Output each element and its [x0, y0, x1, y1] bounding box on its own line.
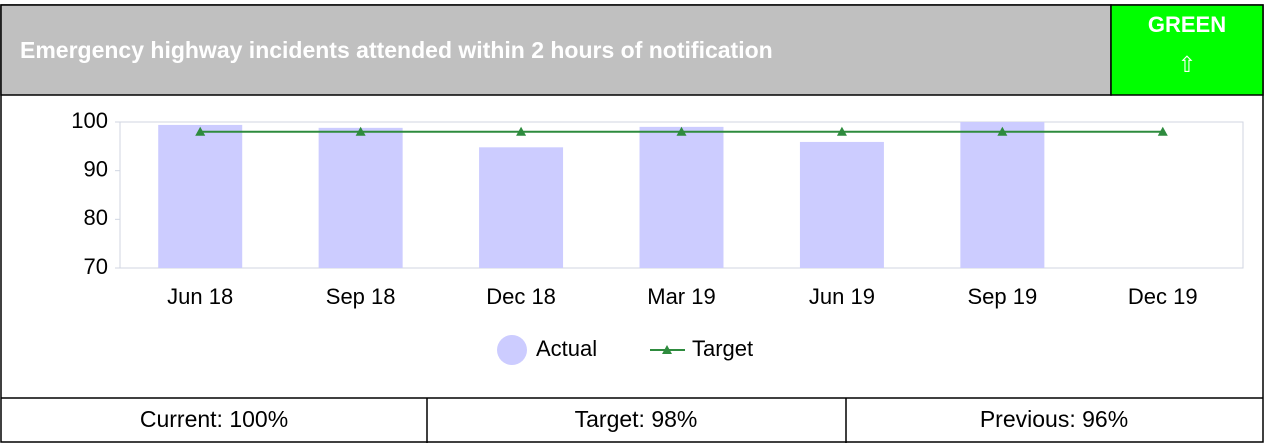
bar: [799, 141, 884, 268]
x-tick-label: Sep 19: [967, 284, 1037, 309]
footer-cell: Current: 100%: [140, 406, 288, 432]
x-tick-label: Jun 18: [167, 284, 233, 309]
bar: [479, 147, 564, 268]
target-marker: [516, 126, 527, 136]
target-marker: [355, 126, 366, 136]
status-label: GREEN: [1148, 12, 1226, 37]
legend-label: Actual: [536, 336, 597, 361]
footer-cell: Target: 98%: [575, 406, 698, 432]
target-marker: [1157, 126, 1168, 136]
target-marker: [997, 126, 1008, 136]
header-title: Emergency highway incidents attended wit…: [20, 37, 773, 63]
x-tick-label: Dec 18: [486, 284, 556, 309]
status-arrow: ⇧: [1178, 52, 1196, 77]
legend-label: Target: [692, 336, 753, 361]
y-tick-label: 70: [84, 254, 108, 279]
header-band: [0, 4, 1112, 96]
footer-cell: Previous: 96%: [980, 406, 1128, 432]
target-marker: [676, 126, 687, 136]
legend-swatch: [662, 345, 672, 354]
x-tick-label: Sep 18: [326, 284, 396, 309]
y-tick-label: 80: [84, 205, 108, 230]
status-box: [1110, 4, 1264, 96]
x-tick-label: Mar 19: [647, 284, 715, 309]
x-tick-label: Jun 19: [809, 284, 875, 309]
legend-swatch: [497, 335, 527, 365]
y-tick-label: 100: [71, 108, 108, 133]
bar: [639, 126, 724, 268]
bar: [318, 127, 403, 268]
target-marker: [836, 126, 847, 136]
bar: [960, 122, 1045, 268]
bar: [158, 124, 243, 268]
y-tick-label: 90: [84, 156, 108, 181]
target-marker: [195, 126, 206, 136]
x-tick-label: Dec 19: [1128, 284, 1198, 309]
